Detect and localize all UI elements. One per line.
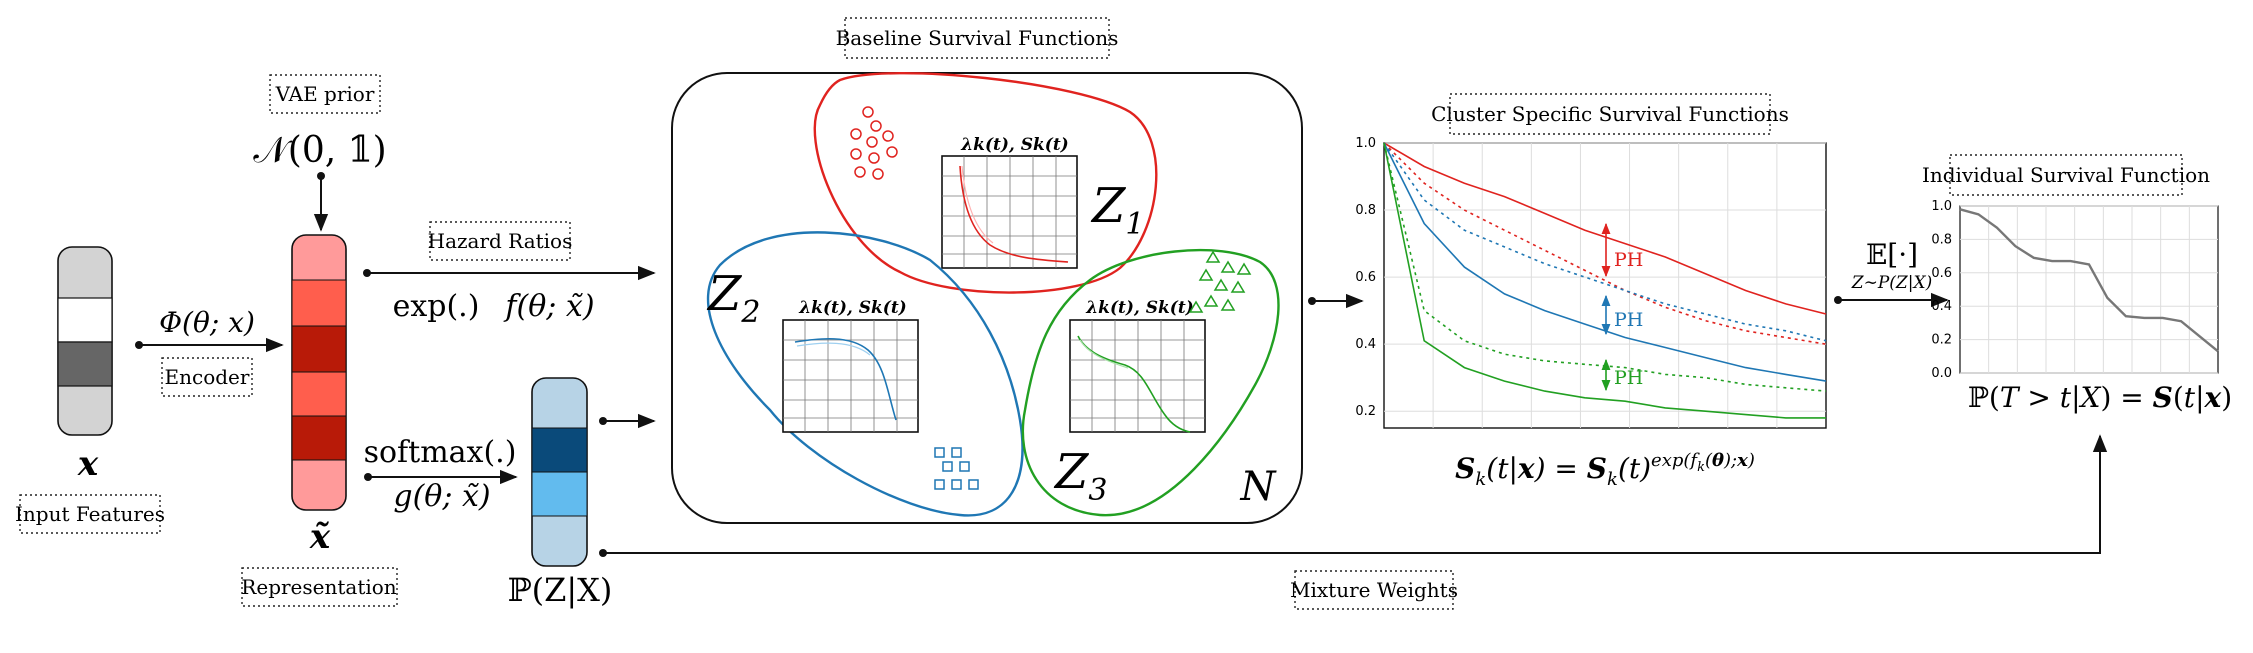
cluster-title: Cluster Specific Survival Functions xyxy=(1431,102,1789,126)
cluster-z3-mini-plot xyxy=(1069,319,1206,433)
indiv-y-tick-label: 0.8 xyxy=(1931,232,1952,247)
ph-red-label: PH xyxy=(1614,249,1643,271)
input-features-label: Input Features xyxy=(15,502,165,526)
cluster-y-tick-label: 1.0 xyxy=(1355,136,1376,151)
encoder-label: Encoder xyxy=(165,365,250,389)
cluster-title-box xyxy=(1449,93,1771,135)
vae-prior-label: VAE prior xyxy=(275,82,375,106)
cluster-z3-func-label: λk(t), Sk(t) xyxy=(1085,298,1193,318)
indiv-y-tick-label: 0.2 xyxy=(1931,333,1952,348)
cluster-z2-points xyxy=(934,447,979,490)
expectation-operator: 𝔼[·] xyxy=(1866,238,1918,271)
input-variable: x xyxy=(77,444,99,484)
ph-green-label: PH xyxy=(1614,367,1643,389)
prior-distribution: 𝒩(0, 𝟙) xyxy=(253,130,386,171)
cluster-z1-mini-plot xyxy=(941,155,1078,269)
representation-label: Representation xyxy=(241,575,397,599)
cluster-y-tick-label: 0.2 xyxy=(1355,404,1376,419)
indiv-y-tick-label: 1.0 xyxy=(1931,199,1952,214)
hazard-ratios-label: Hazard Ratios xyxy=(428,229,573,253)
baseline-title-box xyxy=(844,17,1110,59)
expectation-subscript: Z∼P(Z|X) xyxy=(1851,273,1932,293)
hazard-function: f(θ; x̃) xyxy=(503,289,594,324)
baseline-title: Baseline Survival Functions xyxy=(836,26,1119,50)
cluster-z2-func-label: λk(t), Sk(t) xyxy=(798,298,906,318)
cluster-y-tick-label: 0.8 xyxy=(1355,203,1376,218)
input-features-box xyxy=(19,494,161,534)
ph-blue-label: PH xyxy=(1614,309,1643,331)
representation-vector xyxy=(291,234,347,511)
cluster-z1-points xyxy=(850,106,898,180)
encoder-function: Φ(θ; x) xyxy=(159,306,255,339)
indiv-y-tick-label: 0.0 xyxy=(1931,366,1952,381)
cluster-z1-func-label: λk(t), Sk(t) xyxy=(960,135,1068,155)
cluster-chart: 1.0 0.8 0.6 0.4 0.2 xyxy=(1355,136,1827,429)
encoder-box xyxy=(161,357,253,397)
indiv-y-tick-label: 0.6 xyxy=(1931,266,1952,281)
softmax-operator: softmax(.) xyxy=(364,435,517,470)
representation-box xyxy=(241,567,398,607)
exp-operator: exp(.) xyxy=(393,289,480,324)
hazard-ratios-box xyxy=(429,221,571,261)
gating-function: g(θ; x̃) xyxy=(393,479,490,514)
mixture-probability: ℙ(Z|X) xyxy=(508,571,613,609)
cluster-series-green-solid xyxy=(1383,142,1826,419)
indiv-series-gray-solid xyxy=(1959,208,2219,353)
input-feature-vector xyxy=(57,246,113,436)
n-label: N xyxy=(1240,464,1278,510)
cluster-series-red-solid xyxy=(1383,142,1827,315)
vae-prior-box xyxy=(269,74,381,114)
cluster-z3-points xyxy=(1188,250,1252,313)
cluster-z1-blob xyxy=(813,71,1158,294)
cluster-y-tick-label: 0.6 xyxy=(1355,270,1376,285)
mixture-weights-box xyxy=(1294,570,1454,610)
individual-chart: 1.0 0.8 0.6 0.4 0.2 0.0 xyxy=(1931,199,2219,381)
mixture-weights-path xyxy=(603,434,2108,554)
representation-variable: x̃ xyxy=(309,517,331,557)
mixture-weight-vector xyxy=(531,377,588,567)
mixture-weights-label: Mixture Weights xyxy=(1290,578,1458,602)
individual-title: Individual Survival Function xyxy=(1922,163,2210,187)
cluster-z2-mini-plot xyxy=(782,319,919,433)
cluster-z2-blob xyxy=(706,231,1024,517)
indiv-y-tick-label: 0.4 xyxy=(1931,299,1952,314)
cluster-formula: Sk(t|x) = Sk(t)exp(fk(θ);x) xyxy=(1455,450,1755,490)
cluster-y-tick-label: 0.4 xyxy=(1355,337,1376,352)
individual-formula: ℙ(T > t|X) = S(t|x) xyxy=(1968,381,2232,414)
cluster-z3-blob xyxy=(1021,248,1280,517)
individual-title-box xyxy=(1949,154,2183,196)
